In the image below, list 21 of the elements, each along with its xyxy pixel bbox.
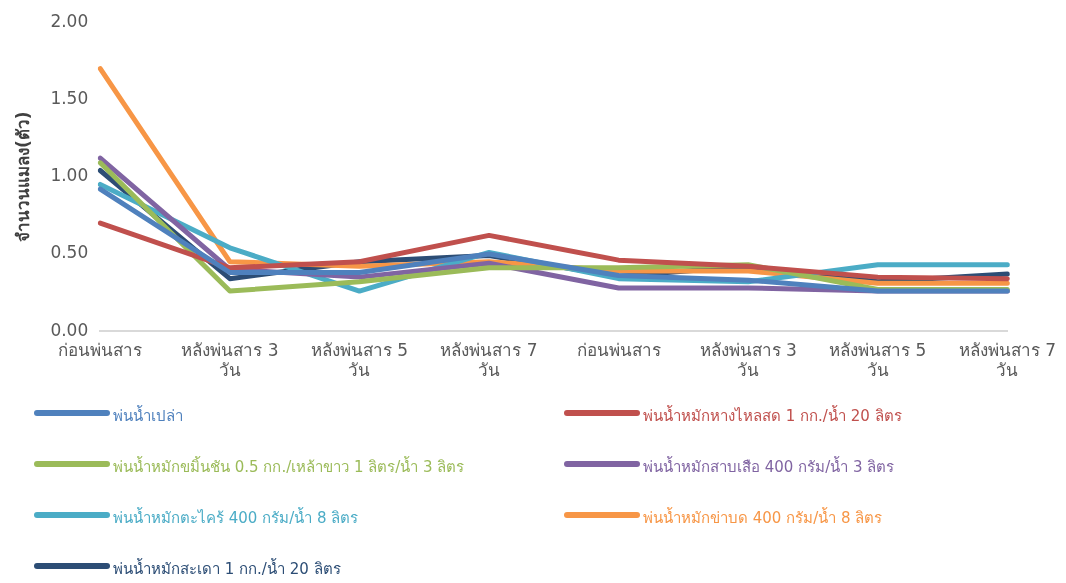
y-tick-label: 2.00 [50, 10, 89, 31]
x-tick-label: หลังพ่นสาร 7 วัน [440, 339, 538, 381]
text: พ่นน้ำเปล่า [113, 404, 183, 427]
text: พ่นน้ำหมักตะไคร้ 400 กรัม/น้ำ 8 ลิตร [113, 506, 359, 529]
y-tick-label: 0.50 [50, 242, 89, 263]
text: พ่นน้ำหมักสาบเสือ 400 กรัม/น้ำ 3 ลิตร [643, 455, 895, 478]
text: พ่นน้ำหมักสะเดา 1 กก./น้ำ 20 ลิตร [113, 557, 341, 580]
y-tick-label: 1.50 [50, 87, 89, 108]
y-axis-title: จำนวนแมลง(ตัว) [12, 111, 33, 242]
x-tick-label: หลังพ่นสาร 3 วัน [181, 339, 279, 381]
x-tick-label: หลังพ่นสาร 5 วัน [829, 339, 927, 381]
x-tick-label: ก่อนพ่นสาร [576, 339, 661, 360]
x-tick-label: ก่อนพ่นสาร [58, 339, 143, 360]
text: พ่นน้ำหมักขมิ้นชัน 0.5 กก./เหล้าขาว 1 ลิตร/น้ำ 3 ลิตร [113, 455, 465, 478]
x-tick-label: หลังพ่นสาร 7 วัน [958, 339, 1057, 381]
y-tick-label: 0.00 [50, 319, 89, 340]
x-tick-label: หลังพ่นสาร 5 วัน [310, 339, 409, 381]
x-tick-label: หลังพ่นสาร 3 วัน [699, 339, 797, 381]
text: พ่นน้ำหมักข่าบด 400 กรัม/น้ำ 8 ลิตร [643, 506, 883, 529]
y-tick-label: 1.00 [50, 165, 89, 186]
text: พ่นน้ำหมักหางไหลสด 1 กก./น้ำ 20 ลิตร [643, 404, 902, 427]
